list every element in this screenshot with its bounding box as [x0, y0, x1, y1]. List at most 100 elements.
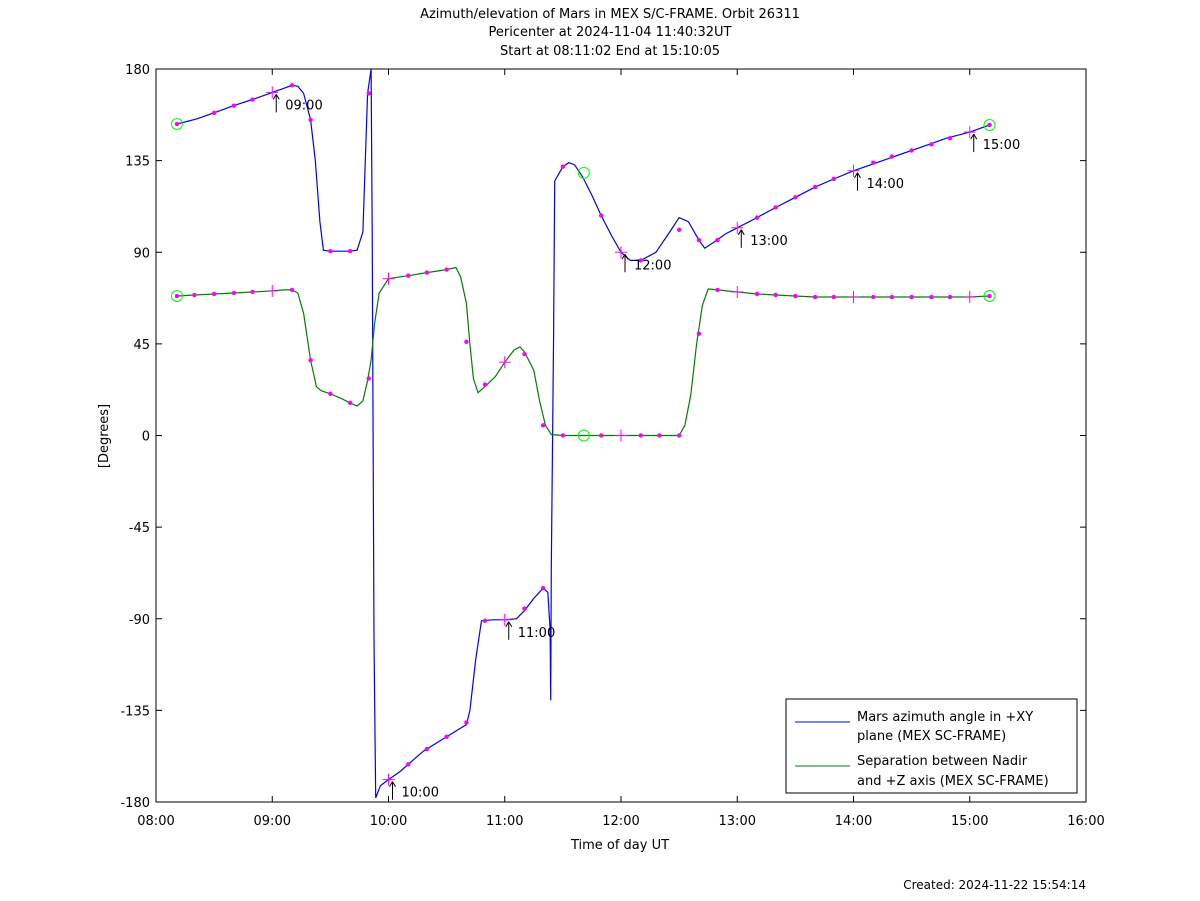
data-point-azimuth — [773, 205, 778, 210]
data-point-separation — [889, 294, 895, 300]
data-point-azimuth — [560, 164, 566, 169]
data-point-azimuth — [211, 110, 217, 115]
created-timestamp: Created: 2024-11-22 15:54:14 — [903, 878, 1086, 892]
y-tick-label: -135 — [120, 704, 150, 719]
chart-title: Azimuth/elevation of Mars in MEX S/C-FRA… — [420, 7, 800, 59]
data-point-separation — [444, 267, 449, 272]
plot-area: 08:00 09:00 10:00 11:00 12:00 13:00 14:00 15:00… — [120, 63, 1104, 829]
data-point-azimuth — [889, 154, 895, 159]
hour-arrow-head-right — [508, 621, 513, 628]
data-point-separation — [328, 391, 333, 396]
hour-arrow-head-right — [392, 781, 396, 787]
data-point-separation — [560, 433, 566, 438]
title-line-1: Azimuth/elevation of Mars in MEX S/C-FRA… — [420, 7, 800, 22]
legend-box — [785, 698, 1078, 794]
data-point-azimuth — [424, 746, 430, 752]
data-point-azimuth — [754, 215, 760, 220]
data-point-azimuth — [444, 734, 449, 740]
y-axis-label: [Degrees] — [97, 404, 112, 468]
data-point-azimuth — [947, 136, 953, 141]
data-point-azimuth — [347, 249, 353, 254]
data-point-azimuth — [909, 148, 914, 153]
x-axis-label: Time of day UT — [570, 838, 669, 853]
x-tick-label: 16:00 — [1067, 814, 1104, 829]
data-point-azimuth — [406, 762, 411, 767]
legend-label-azimuth-line-1: Mars azimuth angle in +XY — [857, 710, 1033, 725]
y-tick-label: -180 — [120, 796, 150, 811]
data-point-separation — [464, 339, 469, 345]
data-point-azimuth — [696, 237, 702, 243]
legend-label-azimuth-line-2: plane (MEX SC-FRAME) — [857, 729, 1006, 744]
hour-arrow-head-left — [272, 94, 277, 100]
hour-arrow-head-right — [857, 172, 861, 179]
x-tick-label: 08:00 — [137, 814, 174, 829]
data-point-azimuth — [366, 91, 371, 96]
hour-arrow-head-right — [740, 229, 745, 236]
data-point-separation — [347, 400, 353, 406]
data-point-azimuth — [638, 258, 643, 263]
data-point-azimuth — [599, 213, 604, 218]
data-point-separation — [308, 357, 313, 363]
data-point-azimuth — [250, 97, 255, 102]
data-point-azimuth — [308, 117, 313, 123]
hour-arrow-head-right — [624, 253, 629, 260]
hour-label: 09:00 — [285, 98, 322, 113]
data-point-separation — [773, 292, 778, 298]
hour-arrow-head-left — [737, 229, 742, 236]
data-point-separation — [211, 291, 217, 297]
data-point-azimuth — [289, 83, 295, 88]
data-point-separation — [192, 292, 197, 298]
data-point-separation — [250, 289, 255, 295]
x-tick-label: 13:00 — [719, 814, 756, 829]
event-circle-separation — [170, 290, 183, 303]
y-tick-label: 135 — [125, 155, 150, 170]
y-tick-label: -45 — [129, 521, 150, 536]
data-point-separation — [174, 293, 180, 299]
data-point-azimuth — [831, 176, 836, 182]
event-circle-separation — [577, 429, 590, 442]
data-point-separation — [947, 294, 953, 300]
data-point-separation — [406, 273, 411, 278]
hour-arrow-head-right — [275, 94, 280, 100]
event-circle-azimuth — [577, 166, 590, 179]
data-point-azimuth — [174, 121, 180, 127]
hour-label: 11:00 — [518, 626, 555, 641]
series-line-azimuth — [176, 68, 990, 799]
title-line-3: Start at 08:11:02 End at 15:10:05 — [500, 44, 720, 59]
x-tick-label: 11:00 — [486, 814, 523, 829]
hour-arrow-head-left — [621, 253, 626, 260]
y-tick-label: -90 — [129, 613, 150, 628]
data-point-azimuth — [812, 184, 818, 190]
data-point-azimuth — [482, 618, 488, 623]
x-tick-label: 15:00 — [951, 814, 988, 829]
hour-arrow-head-left — [970, 133, 975, 140]
y-tick-label: 0 — [142, 430, 150, 445]
data-point-separation — [522, 351, 527, 357]
event-circle-separation — [983, 290, 996, 303]
data-point-separation — [909, 294, 914, 300]
y-tick-label: 45 — [133, 338, 150, 353]
data-point-azimuth — [987, 122, 992, 128]
x-tick-label: 10:00 — [370, 814, 407, 829]
data-point-azimuth — [231, 103, 237, 108]
hour-label: 13:00 — [750, 234, 787, 249]
data-point-separation — [812, 294, 818, 300]
data-point-azimuth — [793, 195, 798, 200]
data-point-separation — [424, 270, 430, 275]
hour-arrow-head-left — [854, 172, 858, 179]
y-tick-label: 90 — [133, 246, 150, 261]
event-circle-azimuth — [170, 117, 183, 130]
hour-label: 14:00 — [867, 177, 904, 192]
data-point-azimuth — [328, 249, 333, 254]
data-point-separation — [289, 287, 295, 293]
data-point-separation — [638, 433, 643, 438]
series-line-separation — [176, 266, 990, 437]
data-point-separation — [231, 290, 237, 296]
data-point-separation — [657, 433, 662, 438]
hour-arrow-head-left — [389, 781, 393, 787]
data-point-separation — [599, 433, 604, 438]
x-tick-label: 14:00 — [835, 814, 872, 829]
data-point-separation — [793, 293, 798, 299]
data-point-separation — [696, 331, 702, 336]
legend-label-separation-line-2: and +Z axis (MEX SC-FRAME) — [857, 774, 1049, 789]
